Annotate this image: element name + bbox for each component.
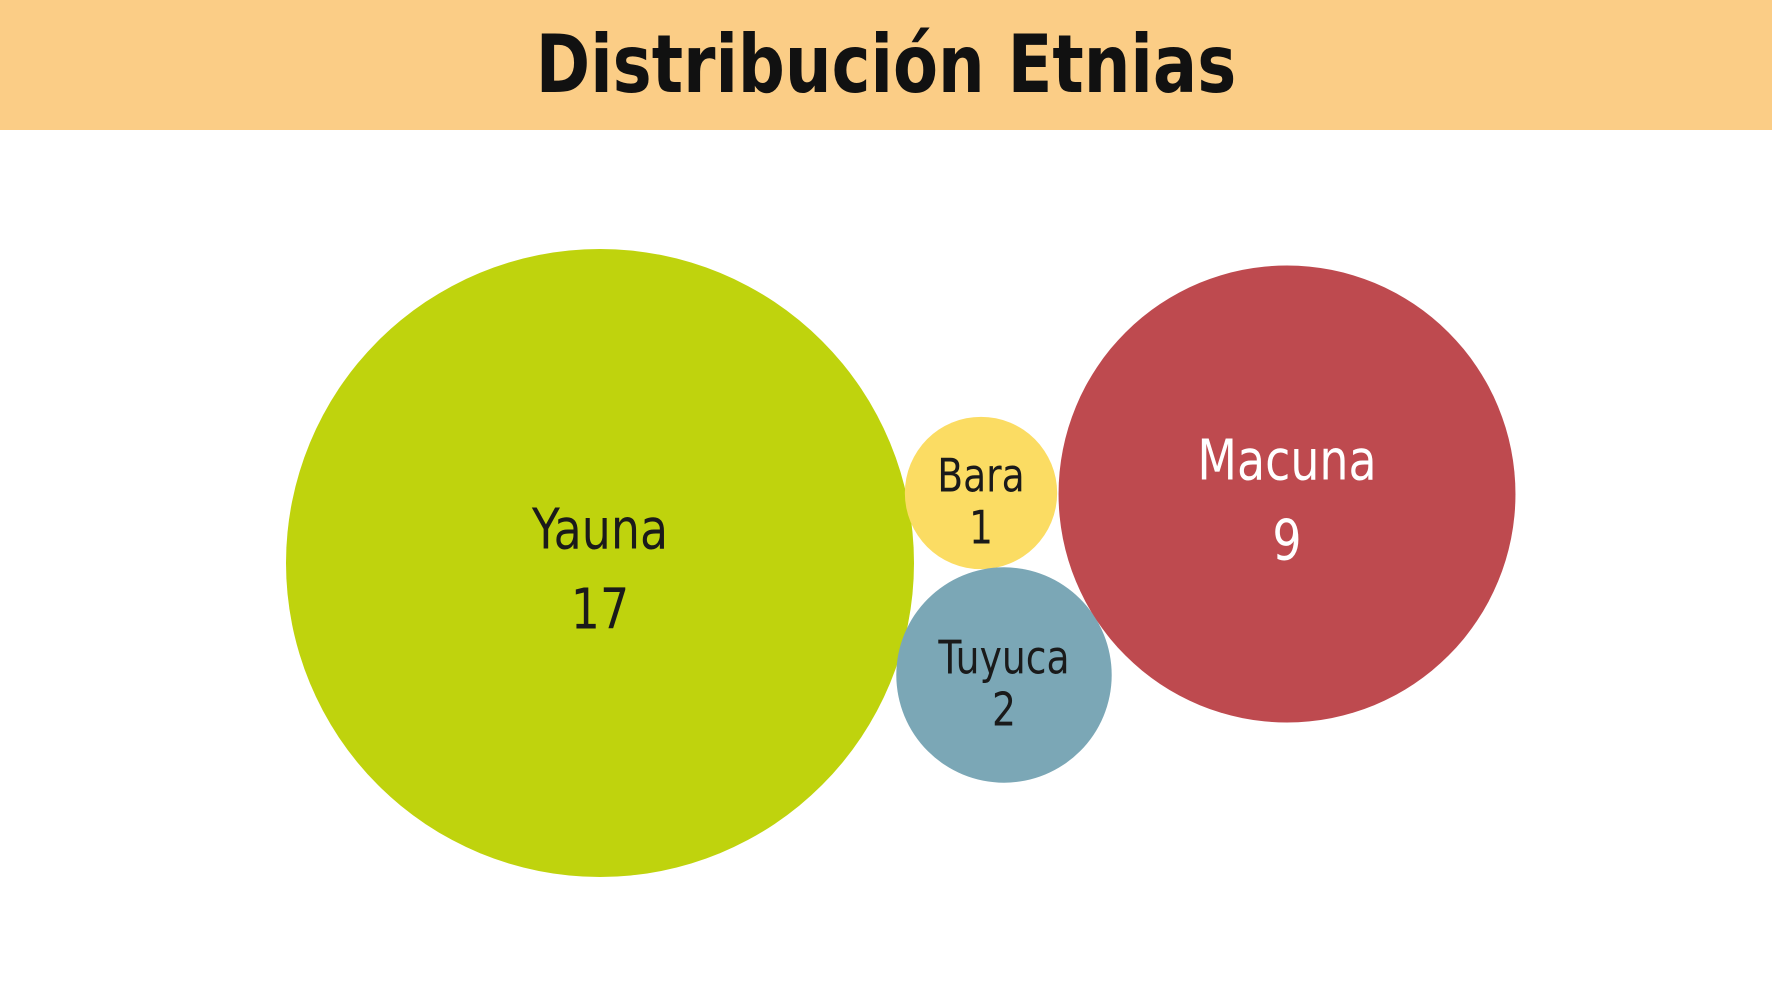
bubble-yauna-name-label: Yauna <box>531 497 668 563</box>
bubble-macuna-value-label: 9 <box>1272 508 1301 574</box>
bubble-yauna-circle <box>286 249 914 877</box>
bubble-macuna-name-label: Macuna <box>1197 428 1376 494</box>
bubble-bara-name-label: Bara <box>937 449 1025 503</box>
bubble-macuna: Macuna 9 <box>1058 265 1516 723</box>
bubble-yauna: Yauna 17 <box>286 249 914 877</box>
bubble-tuyuca-name-label: Tuyuca <box>937 631 1069 685</box>
page-title: Distribución Etnias <box>535 18 1237 111</box>
title-banner <box>0 0 1772 130</box>
bubble-bara-value-label: 1 <box>969 501 993 555</box>
bubble-bara-circle <box>904 416 1058 570</box>
bubble-tuyuca-value-label: 2 <box>992 683 1016 737</box>
bubble-tuyuca-circle <box>896 567 1112 783</box>
bubble-yauna-value-label: 17 <box>571 577 629 643</box>
bubble-macuna-circle <box>1058 265 1516 723</box>
